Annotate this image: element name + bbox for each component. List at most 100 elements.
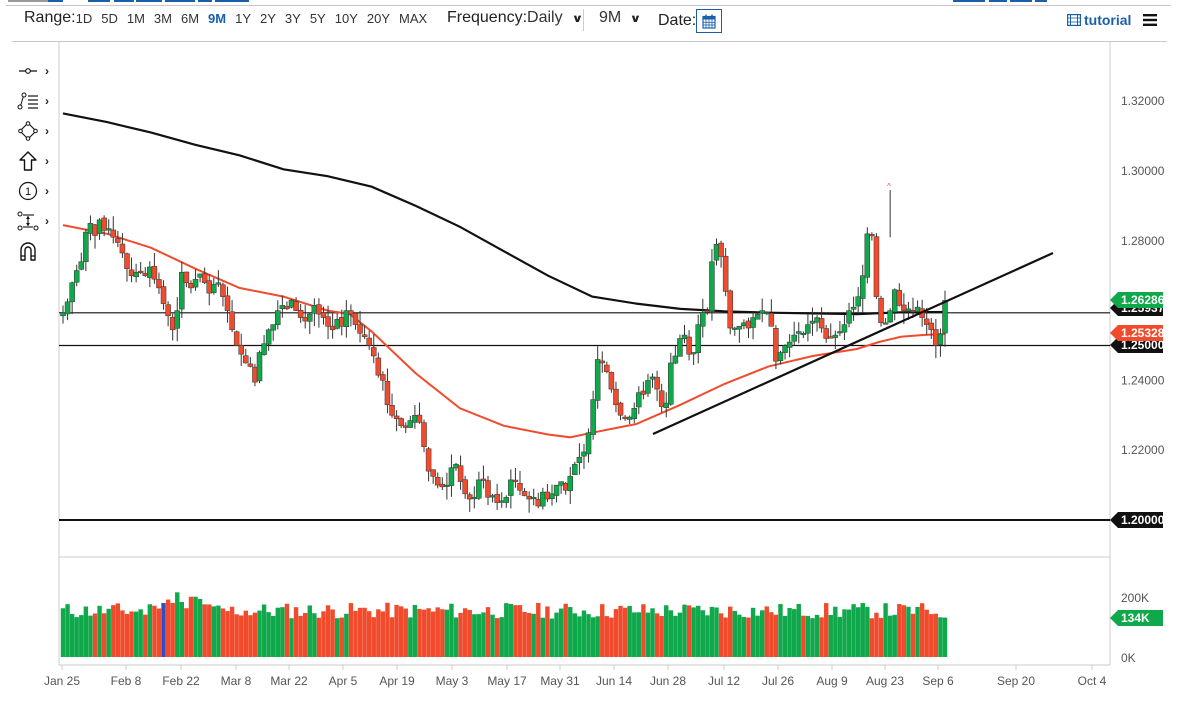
volume-bar <box>243 610 248 657</box>
candle-up <box>407 420 414 428</box>
top-tab[interactable] <box>1035 0 1047 2</box>
high-marker: ^ <box>887 182 891 191</box>
volume-bar <box>207 604 212 657</box>
top-tab[interactable] <box>1010 0 1032 2</box>
volume-bar <box>750 607 756 657</box>
volume-bar <box>261 604 267 657</box>
top-tab[interactable] <box>88 0 110 2</box>
candle-down <box>352 312 359 325</box>
fast-moving-average-line <box>62 224 946 439</box>
annotation-tool[interactable]: 1 › <box>16 180 56 202</box>
candle-down <box>923 318 930 325</box>
volume-bar <box>600 604 605 657</box>
period-dropdown[interactable]: 9M ∨ <box>599 9 642 27</box>
top-tab[interactable] <box>989 0 1007 2</box>
candle-up <box>777 352 784 361</box>
candlesticks <box>60 190 948 513</box>
chart-area[interactable]: 1.32000 1.30000 1.28000 1.24000 1.22000 Jan 2… <box>0 42 1177 698</box>
volume-bar <box>298 615 303 657</box>
magnet-tool[interactable] <box>16 240 56 262</box>
volume-bar <box>97 605 102 657</box>
volume-bar <box>577 616 582 657</box>
range-option-5y[interactable]: 5Y <box>309 10 326 26</box>
range-option-3y[interactable]: 3Y <box>284 10 301 26</box>
candle-up <box>133 271 139 278</box>
candle-up <box>905 308 912 312</box>
candle-down <box>238 345 244 355</box>
candle-up <box>211 284 217 294</box>
measure-tool[interactable]: › <box>16 210 56 232</box>
volume-tick-label: 0K <box>1121 651 1136 665</box>
volume-bar <box>188 596 194 657</box>
candle-up <box>60 312 66 317</box>
candle-up <box>508 479 514 496</box>
candle-down <box>622 416 628 420</box>
trendline[interactable] <box>652 251 1054 436</box>
volume-bar <box>120 610 125 657</box>
candle-up <box>69 282 75 303</box>
volume-bar <box>152 605 157 657</box>
svg-text:134K: 134K <box>1121 611 1150 625</box>
range-option-6m[interactable]: 6M <box>180 10 200 26</box>
candle-up <box>681 334 688 339</box>
volume-bar <box>919 603 925 657</box>
price-chart[interactable]: 1.32000 1.30000 1.28000 1.24000 1.22000 Jan 2… <box>0 42 1177 698</box>
range-option-1d[interactable]: 1D <box>75 10 93 26</box>
volume-bar <box>897 604 902 657</box>
volume-bar <box>887 615 893 657</box>
candle-up <box>448 467 455 486</box>
volume-bar <box>312 613 317 657</box>
tutorial-link[interactable]: tutorial <box>1067 12 1131 28</box>
candle-up <box>796 331 802 334</box>
volume-bar <box>668 610 674 657</box>
range-option-9m[interactable]: 9M <box>208 10 227 26</box>
calendar-button[interactable] <box>696 9 723 33</box>
top-tab[interactable] <box>136 0 162 2</box>
volume-bar <box>869 618 875 657</box>
range-option-10y[interactable]: 10Y <box>334 10 358 26</box>
candle-up <box>279 305 286 310</box>
candle-up <box>549 493 555 499</box>
shape-tool[interactable]: › <box>16 120 56 142</box>
range-option-5d[interactable]: 5D <box>101 10 118 26</box>
menu-button[interactable] <box>1143 13 1157 31</box>
volume-bar <box>403 608 408 657</box>
top-tab[interactable] <box>8 0 48 2</box>
range-option-1y[interactable]: 1Y <box>235 10 251 26</box>
fibonacci-tool[interactable]: › <box>16 90 56 112</box>
volume-bar <box>371 617 376 657</box>
volume-bar <box>257 610 262 657</box>
volume-bar <box>526 612 532 657</box>
time-tick-label: Jul 12 <box>708 674 740 688</box>
candle-up <box>261 343 267 355</box>
top-tab[interactable] <box>953 0 985 2</box>
range-option-2y[interactable]: 2Y <box>260 10 276 26</box>
top-tab[interactable] <box>165 0 195 2</box>
top-tab[interactable] <box>198 0 212 2</box>
frequency-dropdown[interactable]: Daily ∨ <box>527 9 583 27</box>
top-tab[interactable] <box>48 0 63 2</box>
range-option-1m[interactable]: 1M <box>126 10 145 26</box>
volume-bar <box>814 614 820 657</box>
chevron-down-icon: ∨ <box>629 12 642 25</box>
candle-down <box>910 310 916 313</box>
candle-up <box>567 476 574 491</box>
candle-down <box>206 280 212 294</box>
line-tool[interactable]: › <box>16 60 56 82</box>
volume-bar <box>828 614 833 657</box>
range-option-20y[interactable]: 20Y <box>366 10 390 26</box>
range-option-3m[interactable]: 3M <box>153 10 172 26</box>
arrow-tool[interactable]: › <box>16 150 56 172</box>
time-tick-label: Jan 25 <box>44 674 80 688</box>
volume-bar <box>778 604 783 657</box>
top-tab[interactable] <box>114 0 134 2</box>
volume-bar <box>239 615 244 657</box>
candle-down <box>873 236 880 297</box>
candle-down <box>325 316 331 327</box>
candle-up <box>73 270 80 283</box>
range-option-max[interactable]: MAX <box>399 10 428 26</box>
candle-down <box>124 253 130 269</box>
top-tab[interactable] <box>215 0 249 2</box>
volume-bar <box>563 603 568 657</box>
candle-down <box>430 469 436 477</box>
